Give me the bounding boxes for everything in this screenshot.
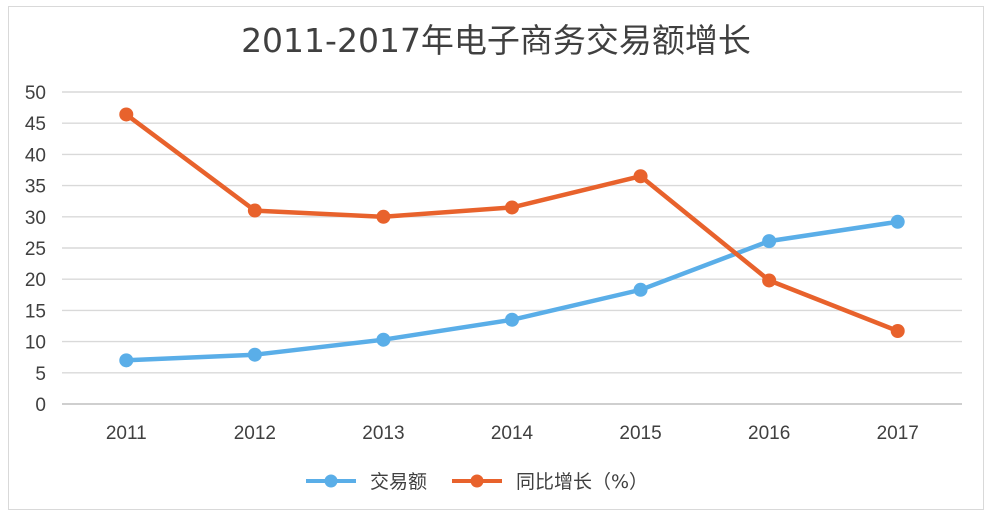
y-tick-label: 30 — [25, 208, 46, 229]
data-point — [119, 107, 134, 122]
legend-label-1: 同比增长（%） — [516, 471, 648, 493]
y-tick-label: 15 — [25, 301, 46, 322]
data-point — [762, 273, 777, 288]
x-tick-label: 2011 — [106, 423, 147, 444]
data-point — [890, 323, 905, 338]
data-point — [505, 200, 519, 215]
y-tick-label: 5 — [35, 364, 46, 385]
y-axis-ticks: 0 5 10 15 20 25 30 35 40 45 50 — [25, 83, 46, 416]
x-tick-label: 2016 — [748, 423, 790, 444]
data-point — [505, 312, 519, 327]
data-point — [376, 332, 391, 347]
legend-label-0: 交易额 — [370, 471, 427, 493]
x-axis-ticks: 2011 2012 2013 2014 2015 2016 2017 — [106, 423, 919, 444]
series-line-1 — [124, 112, 900, 334]
x-tick-label: 2013 — [362, 423, 404, 444]
legend-marker-0 — [324, 474, 338, 488]
data-point — [890, 214, 905, 229]
series-1 — [119, 107, 905, 338]
data-point — [247, 203, 262, 218]
y-tick-label: 0 — [35, 395, 46, 416]
x-tick-label: 2017 — [877, 423, 919, 444]
data-point — [247, 347, 262, 362]
series-line-0 — [124, 219, 900, 363]
y-tick-label: 40 — [25, 145, 46, 166]
series-0 — [119, 214, 905, 368]
legend-marker-1 — [470, 474, 484, 488]
y-tick-label: 25 — [25, 239, 46, 260]
data-point — [633, 282, 648, 297]
chart-title: 2011-2017年电子商务交易额增长 — [241, 21, 751, 60]
data-point — [119, 353, 134, 368]
gridlines — [62, 91, 962, 405]
data-point — [633, 169, 648, 184]
data-point — [762, 234, 777, 249]
legend: 交易额 同比增长（%） — [306, 471, 648, 493]
data-point — [376, 209, 391, 224]
x-tick-label: 2012 — [234, 423, 276, 444]
chart-frame — [8, 6, 984, 510]
y-tick-label: 10 — [25, 333, 46, 354]
y-tick-label: 20 — [25, 270, 46, 291]
y-tick-label: 45 — [25, 114, 46, 135]
x-tick-label: 2015 — [619, 423, 661, 444]
y-tick-label: 50 — [25, 83, 46, 104]
x-tick-label: 2014 — [491, 423, 534, 444]
series-group — [119, 107, 905, 368]
y-tick-label: 35 — [25, 177, 46, 198]
